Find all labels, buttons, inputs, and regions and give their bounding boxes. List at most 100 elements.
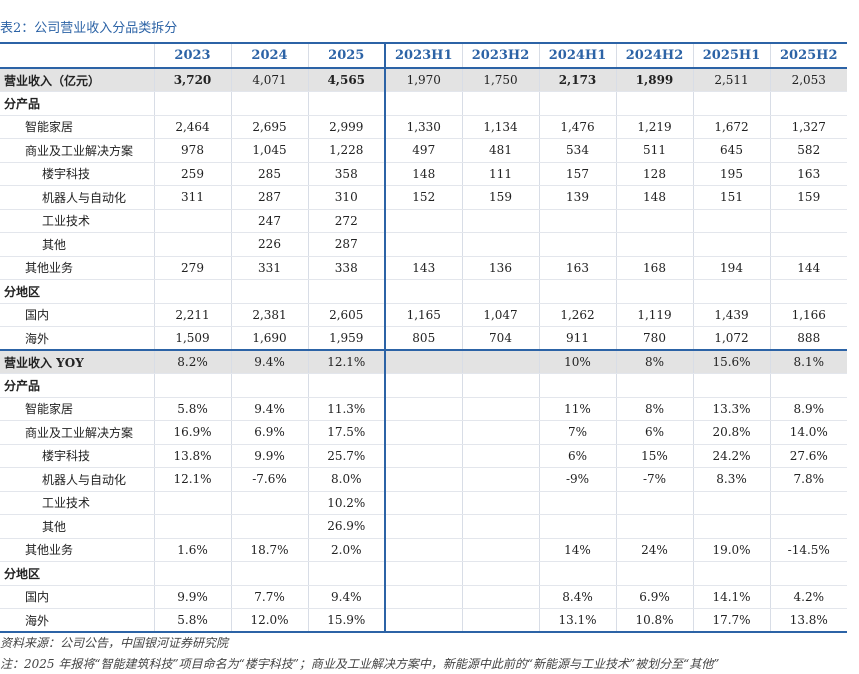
table-row: 分地区	[0, 561, 847, 586]
table-cell	[462, 420, 540, 445]
row-label: 其他	[0, 232, 155, 257]
table-cell: 331	[231, 256, 309, 280]
table-cell	[154, 561, 232, 586]
table-cell: 5.8%	[154, 608, 232, 633]
row-label: 其他业务	[0, 538, 155, 562]
row-label: 分产品	[0, 373, 155, 398]
table-cell: 338	[308, 256, 386, 280]
table-cell	[539, 279, 617, 304]
table-cell	[308, 91, 386, 116]
table-row: 智能家居 5.8% 9.4% 11.3% 11% 8% 13.3% 8.9%	[0, 397, 847, 421]
row-label: 其他	[0, 514, 155, 539]
table-cell	[616, 279, 694, 304]
table-cell: 2,464	[154, 115, 232, 139]
table-cell: 14%	[539, 538, 617, 562]
table-cell: 8.9%	[770, 397, 847, 421]
table-cell: 272	[308, 209, 386, 233]
table-cell: 13.8%	[770, 608, 847, 633]
table-cell	[385, 420, 463, 445]
table-cell: 151	[693, 185, 771, 210]
table-cell: 12.0%	[231, 608, 309, 633]
table-cell	[693, 514, 771, 539]
table-row: 工业技术 247 272	[0, 209, 847, 233]
table-cell	[539, 91, 617, 116]
table-cell	[770, 514, 847, 539]
header-cell: 2024H2	[616, 42, 694, 69]
table-cell	[462, 444, 540, 468]
table-cell	[462, 514, 540, 539]
row-label: 分地区	[0, 561, 155, 586]
table-cell	[770, 561, 847, 586]
table-cell	[462, 232, 540, 257]
table-row: 国内 9.9% 7.7% 9.4% 8.4% 6.9% 14.1% 4.2%	[0, 585, 847, 609]
row-label: 海外	[0, 608, 155, 633]
table-cell: 136	[462, 256, 540, 280]
table-cell: 25.7%	[308, 444, 386, 468]
header-cell	[0, 42, 155, 69]
table-cell	[385, 349, 463, 374]
table-cell	[385, 444, 463, 468]
row-label: 机器人与自动化	[0, 185, 155, 210]
table-cell: 4,071	[231, 68, 309, 92]
table-cell: 9.4%	[231, 397, 309, 421]
table-cell: 1.6%	[154, 538, 232, 562]
table-cell: 2,511	[693, 68, 771, 92]
table-cell: 1,072	[693, 326, 771, 351]
row-label: 楼宇科技	[0, 444, 155, 468]
table-cell	[154, 514, 232, 539]
header-cell: 2023	[154, 42, 232, 69]
table-cell: 1,439	[693, 303, 771, 327]
table-cell: 11%	[539, 397, 617, 421]
table-row: 楼宇科技 259 285 358 148 111 157 128 195 163	[0, 162, 847, 186]
row-label: 智能家居	[0, 397, 155, 421]
header-cell: 2023H1	[385, 42, 463, 69]
table-cell: 780	[616, 326, 694, 351]
table-row: 商业及工业解决方案 978 1,045 1,228 497 481 534 511 645 582	[0, 138, 847, 163]
table-cell: 10%	[539, 349, 617, 374]
header-cell: 2025H2	[770, 42, 847, 69]
table-cell	[385, 279, 463, 304]
table-cell	[539, 561, 617, 586]
table-cell: 111	[462, 162, 540, 186]
table-cell	[539, 514, 617, 539]
table-cell: 8.3%	[693, 467, 771, 492]
table-cell: 17.5%	[308, 420, 386, 445]
table-cell: 226	[231, 232, 309, 257]
table-cell: -7%	[616, 467, 694, 492]
table-cell: 1,509	[154, 326, 232, 351]
table-cell: 163	[770, 162, 847, 186]
table-row: 海外 5.8% 12.0% 15.9% 13.1% 10.8% 17.7% 13.8%	[0, 608, 847, 633]
table-cell: 2,053	[770, 68, 847, 92]
table-cell: 1,228	[308, 138, 386, 163]
table-cell: 7%	[539, 420, 617, 445]
table-cell: 9.9%	[231, 444, 309, 468]
table-row: 分产品	[0, 373, 847, 398]
table-cell: 1,750	[462, 68, 540, 92]
table-title: 表2：公司营业收入分品类拆分	[0, 21, 178, 36]
table-cell	[693, 209, 771, 233]
table-cell: 247	[231, 209, 309, 233]
table-row: 商业及工业解决方案 16.9% 6.9% 17.5% 7% 6% 20.8% 14.0%	[0, 420, 847, 445]
table-cell: 14.1%	[693, 585, 771, 609]
table-cell: 1,330	[385, 115, 463, 139]
table-cell: 4,565	[308, 68, 386, 92]
table-cell: 1,476	[539, 115, 617, 139]
table-cell: 311	[154, 185, 232, 210]
table-cell	[693, 373, 771, 398]
table-row: 营业收入（亿元） 3,720 4,071 4,565 1,970 1,750 2,173 1,…	[0, 68, 847, 92]
table-cell	[154, 232, 232, 257]
table-cell: 497	[385, 138, 463, 163]
table-cell	[770, 209, 847, 233]
table-cell: 358	[308, 162, 386, 186]
table-cell	[693, 491, 771, 515]
table-cell	[385, 491, 463, 515]
table-cell: 1,165	[385, 303, 463, 327]
table-cell: 8.0%	[308, 467, 386, 492]
table-cell: 287	[231, 185, 309, 210]
footnote: 注：2025 年报将“智能建筑科技”项目命名为“楼宇科技”；商业及工业解决方案中…	[0, 657, 720, 671]
row-label: 机器人与自动化	[0, 467, 155, 492]
table-cell: 534	[539, 138, 617, 163]
table-cell	[385, 232, 463, 257]
table-cell: 645	[693, 138, 771, 163]
table-cell: 1,119	[616, 303, 694, 327]
